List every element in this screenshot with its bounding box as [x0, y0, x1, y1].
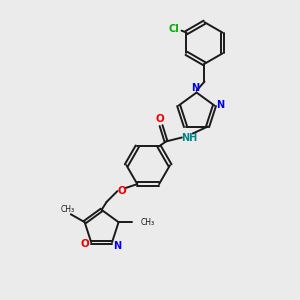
Text: CH₃: CH₃	[140, 218, 154, 227]
Text: O: O	[156, 114, 164, 124]
Text: N: N	[113, 241, 121, 251]
Text: N: N	[191, 82, 200, 93]
Text: Cl: Cl	[168, 24, 179, 34]
Text: NH: NH	[181, 134, 197, 143]
Text: N: N	[216, 100, 224, 110]
Text: O: O	[81, 239, 90, 249]
Text: CH₃: CH₃	[61, 205, 75, 214]
Text: O: O	[117, 186, 126, 196]
